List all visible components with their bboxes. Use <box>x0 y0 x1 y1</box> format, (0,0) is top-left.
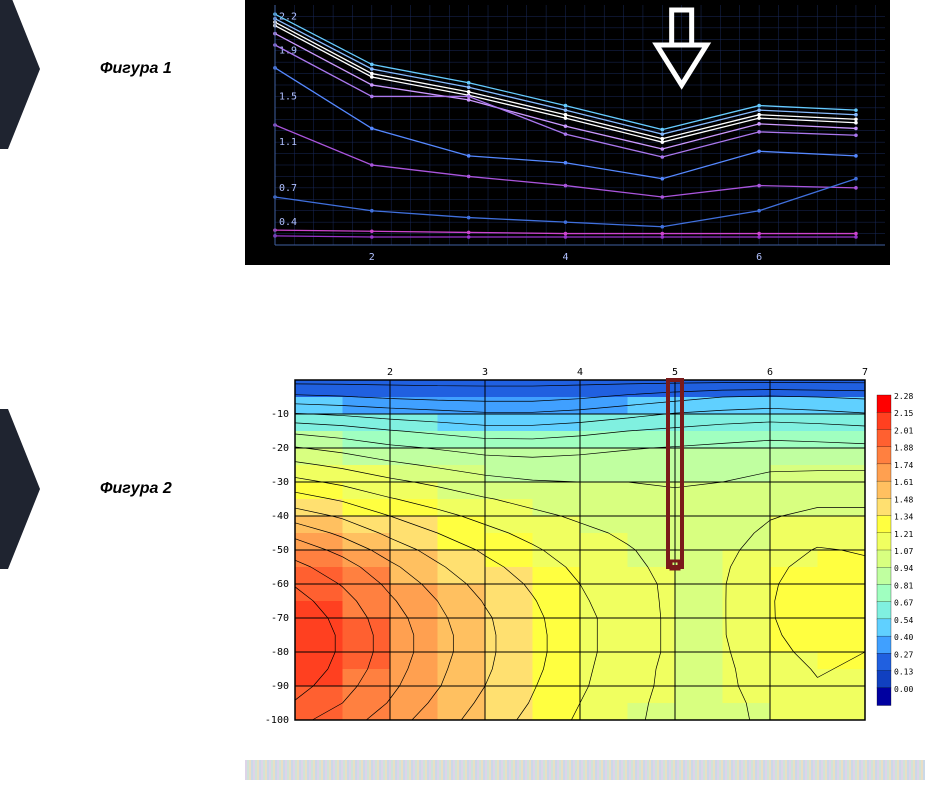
svg-text:0.4: 0.4 <box>279 217 297 228</box>
pentagon-shape-1 <box>0 0 40 149</box>
svg-text:4: 4 <box>577 367 583 378</box>
fig1-label: Фигура 1 <box>100 60 172 78</box>
svg-text:-30: -30 <box>271 477 289 488</box>
svg-text:1.88: 1.88 <box>894 444 913 453</box>
svg-text:1.48: 1.48 <box>894 495 913 504</box>
svg-text:0.54: 0.54 <box>894 616 913 625</box>
fig1-label-group: Фигура 1 <box>0 60 172 78</box>
svg-text:1.34: 1.34 <box>894 513 913 522</box>
svg-text:2.28: 2.28 <box>894 392 913 401</box>
svg-text:0.81: 0.81 <box>894 581 913 590</box>
svg-text:7: 7 <box>862 367 868 378</box>
fig2-label: Фигура 2 <box>100 480 172 498</box>
pentagon-shape-2 <box>0 409 40 569</box>
svg-text:-40: -40 <box>271 511 289 522</box>
svg-text:2.15: 2.15 <box>894 409 913 418</box>
noise-strip <box>245 760 925 780</box>
svg-text:-80: -80 <box>271 647 289 658</box>
svg-text:5: 5 <box>672 367 678 378</box>
svg-text:1.74: 1.74 <box>894 461 913 470</box>
svg-text:6: 6 <box>756 252 762 263</box>
svg-text:2.01: 2.01 <box>894 426 913 435</box>
svg-text:-50: -50 <box>271 545 289 556</box>
svg-text:3: 3 <box>482 367 488 378</box>
svg-text:2: 2 <box>387 367 393 378</box>
svg-text:1.1: 1.1 <box>279 137 297 148</box>
fig1-chart: 2460.40.71.11.51.92.2 <box>245 0 890 265</box>
svg-text:0.00: 0.00 <box>894 685 913 694</box>
fig2-chart: 2 3 4 5 6 7 -10 -20 -30 -40 -50 -60 -70 -80 -90 -100 2.2… <box>245 360 925 725</box>
svg-text:2: 2 <box>369 252 375 263</box>
svg-text:-90: -90 <box>271 681 289 692</box>
svg-text:0.94: 0.94 <box>894 564 913 573</box>
svg-text:-20: -20 <box>271 443 289 454</box>
svg-text:0.27: 0.27 <box>894 650 913 659</box>
svg-text:1.07: 1.07 <box>894 547 913 556</box>
svg-text:-70: -70 <box>271 613 289 624</box>
svg-text:4: 4 <box>562 252 568 263</box>
svg-text:1.61: 1.61 <box>894 478 913 487</box>
svg-text:1.21: 1.21 <box>894 530 913 539</box>
svg-text:0.13: 0.13 <box>894 668 913 677</box>
svg-text:6: 6 <box>767 367 773 378</box>
svg-text:-10: -10 <box>271 409 289 420</box>
fig2-label-group: Фигура 2 <box>0 480 172 498</box>
svg-text:0.67: 0.67 <box>894 599 913 608</box>
svg-text:-60: -60 <box>271 579 289 590</box>
svg-text:1.5: 1.5 <box>279 91 297 102</box>
svg-text:0.40: 0.40 <box>894 633 913 642</box>
svg-text:-100: -100 <box>265 715 289 725</box>
svg-text:0.7: 0.7 <box>279 183 297 194</box>
